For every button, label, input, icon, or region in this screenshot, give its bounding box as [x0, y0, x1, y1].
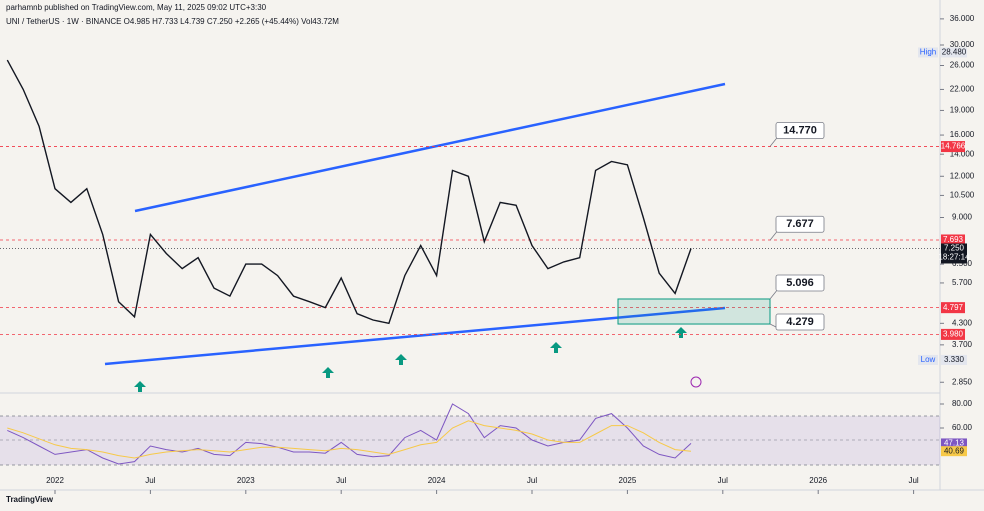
y-tick-label: 22.000 [950, 85, 975, 94]
event-icon[interactable] [690, 376, 702, 388]
high-tag-label: High [920, 48, 936, 57]
y-tick-label: 60.00 [952, 423, 973, 432]
y-tick-label: 19.000 [950, 106, 975, 115]
x-tick-label: 2022 [46, 476, 64, 485]
y-tick-label: 80.00 [952, 399, 973, 408]
callout-box [775, 313, 825, 331]
high-tag [918, 47, 938, 58]
countdown: 18:27:14 [938, 253, 970, 262]
y-tick-label: 36.000 [950, 14, 975, 23]
low-badge [941, 354, 967, 365]
y-tick-label: 26.000 [950, 61, 975, 70]
x-tick-label: Jul [527, 476, 537, 485]
brand: TradingView [6, 495, 54, 504]
series-line [7, 403, 692, 465]
y-tick-label: 14.000 [950, 149, 975, 158]
zone [617, 298, 771, 325]
rsi-band [0, 416, 940, 465]
series-line [6, 59, 692, 325]
trend-line [104, 306, 726, 366]
x-tick-label: Jul [336, 476, 346, 485]
up-arrow [550, 342, 562, 353]
price-level-label: 7.693 [943, 235, 964, 244]
callout-label: 5.096 [786, 277, 814, 289]
callout-label: 14.770 [783, 124, 817, 136]
price-level-badge [941, 328, 965, 340]
up-arrow [134, 381, 146, 392]
x-tick-label: 2026 [809, 476, 827, 485]
trend-line [134, 82, 726, 213]
y-tick-label: 5.700 [952, 278, 973, 287]
callout-box [775, 215, 825, 233]
up-arrow [395, 354, 407, 365]
callout-box [775, 122, 825, 139]
y-tick-label: 4.300 [952, 318, 973, 327]
price-level-badge [941, 141, 965, 153]
y-tick-label: 12.000 [950, 171, 975, 180]
last-value-badge [941, 446, 967, 457]
price-level-badge [941, 234, 965, 246]
last-value-label: 40.69 [944, 446, 965, 455]
price-level-label: 3.980 [943, 330, 964, 339]
last-value-label: 47.13 [944, 439, 965, 448]
up-arrow [675, 327, 687, 338]
x-tick-label: 2024 [428, 476, 446, 485]
x-tick-label: Jul [145, 476, 155, 485]
callout-label: 4.279 [786, 316, 814, 328]
low-tag [918, 354, 938, 365]
arrow-icons [134, 327, 687, 392]
callout-box [775, 274, 825, 292]
plot: 36.000 30.000 26.000 22.000 19.000 16.000 14.0… [0, 14, 975, 494]
publisher: parhamnb published on TradingView.com, M… [6, 3, 267, 12]
y-tick-label: 10.500 [950, 191, 975, 200]
x-tick-label: Jul [718, 476, 728, 485]
y-tick-label: 2.850 [952, 377, 973, 386]
low-value: 3.330 [944, 355, 965, 364]
y-tick-label: 3.700 [952, 340, 973, 349]
x-tick-label: 2025 [619, 476, 637, 485]
callout-label: 7.677 [786, 218, 814, 230]
x-tick-label: Jul [908, 476, 918, 485]
y-tick-label: 16.000 [950, 130, 975, 139]
y-tick-label: 9.000 [952, 213, 973, 222]
last-value-badge [941, 438, 967, 449]
y-tick-label: 6.500 [952, 259, 973, 268]
symbol-title: UNI / TetherUS · 1W · BINANCE O4.985 H7.… [6, 17, 339, 26]
up-arrow [322, 367, 334, 378]
price-level-label: 14.766 [941, 142, 966, 151]
price-level-label: 4.797 [943, 303, 964, 312]
high-badge [941, 47, 967, 58]
current-price: 7.250 [944, 244, 965, 253]
current-badge [941, 243, 967, 264]
low-tag-label: Low [921, 355, 936, 364]
y-tick-label: 30.000 [950, 40, 975, 49]
series-line [7, 420, 692, 459]
high-value: 28.480 [942, 48, 967, 57]
price-level-badge [941, 302, 965, 314]
x-tick-label: 2023 [237, 476, 255, 485]
